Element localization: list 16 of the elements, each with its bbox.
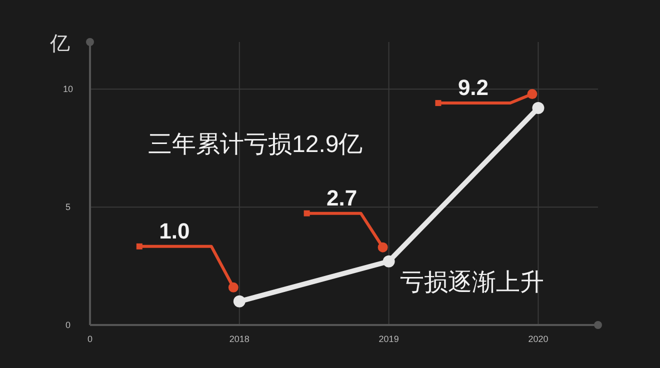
x-tick-label: 2020 <box>528 334 548 344</box>
point <box>532 102 544 114</box>
y-axis-title: 亿 <box>49 33 70 55</box>
y-tick-label: 5 <box>65 202 71 212</box>
y-tick-label: 0 <box>65 320 71 330</box>
annotation: 三年累计亏损12.9亿 <box>148 131 363 158</box>
x-tick-label: 0 <box>87 334 93 344</box>
data-label: 9.2 <box>458 75 489 100</box>
x-tick-label: 2019 <box>378 334 399 344</box>
x-tick-label: 2018 <box>229 334 250 344</box>
data-label: 1.0 <box>159 218 190 244</box>
y-tick-label: 10 <box>62 84 74 94</box>
point <box>382 255 395 268</box>
point <box>233 295 246 308</box>
data-label: 2.7 <box>326 185 358 210</box>
annotation: 亏损逐渐上升 <box>400 269 544 296</box>
